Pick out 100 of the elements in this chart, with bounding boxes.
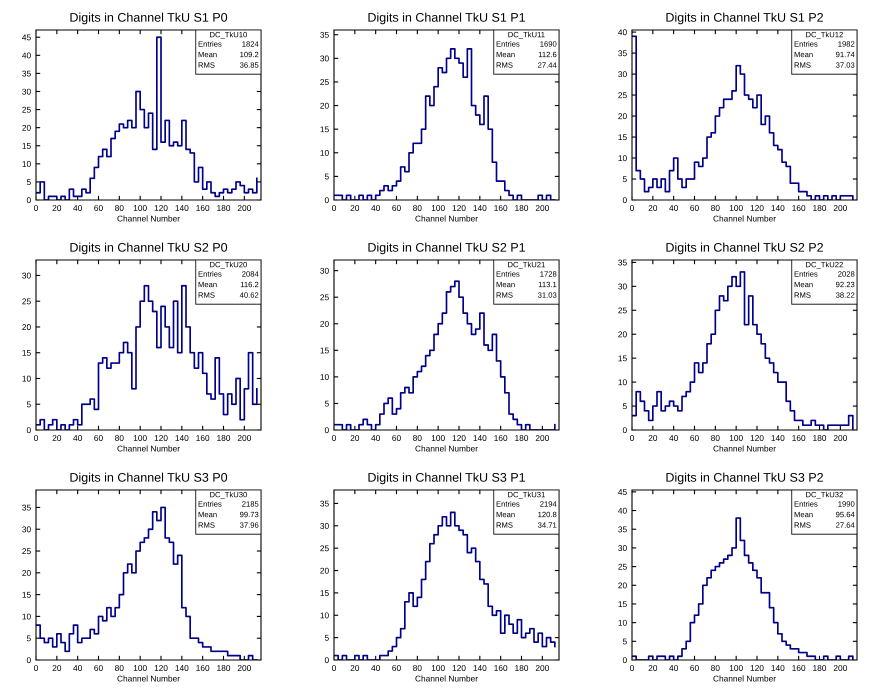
x-tick-label: 120 xyxy=(452,665,466,671)
x-tick-label: 200 xyxy=(536,665,549,671)
x-tick-label: 180 xyxy=(515,665,528,671)
x-tick-label: 160 xyxy=(792,205,806,211)
x-tick-label: 60 xyxy=(392,665,401,671)
x-tick-label: 140 xyxy=(176,205,188,211)
y-tick-label: 30 xyxy=(22,88,31,95)
y-tick-label: 25 xyxy=(618,307,627,314)
y-tick-label: 35 xyxy=(618,260,627,266)
x-tick-label: 200 xyxy=(238,435,251,441)
y-tick-label: 25 xyxy=(618,92,627,98)
y-tick-label: 25 xyxy=(320,545,329,552)
y-tick-label: 5 xyxy=(26,635,31,642)
y-tick-label: 5 xyxy=(324,634,329,641)
x-tick-label: 100 xyxy=(432,435,445,441)
x-tick-label: 180 xyxy=(813,435,826,441)
x-tick-label: 180 xyxy=(515,435,528,441)
y-tick-label: 10 xyxy=(320,374,329,380)
x-tick-label: 80 xyxy=(115,665,124,671)
y-tick-label: 0 xyxy=(26,197,31,204)
x-tick-label: 120 xyxy=(750,665,764,671)
y-tick-label: 20 xyxy=(22,324,31,330)
y-tick-label: 10 xyxy=(320,150,329,156)
x-tick-label: 160 xyxy=(196,665,210,671)
y-tick-label: 0 xyxy=(324,657,329,664)
x-tick-label: 200 xyxy=(834,205,847,211)
x-tick-label: 60 xyxy=(94,205,103,211)
y-tick-label: 10 xyxy=(22,376,31,382)
x-tick-label: 20 xyxy=(52,665,62,671)
x-tick-label: 0 xyxy=(630,205,634,211)
y-tick-label: 40 xyxy=(22,52,31,58)
y-tick-label: 35 xyxy=(320,32,329,38)
y-tick-label: 0 xyxy=(324,197,329,204)
chart-title: Digits in Channel TkU S3 P1 xyxy=(368,472,525,484)
x-tick-label: 180 xyxy=(515,205,528,211)
x-tick-label: 140 xyxy=(176,665,188,671)
chart-title: Digits in Channel TkU S1 P2 xyxy=(666,12,823,24)
x-tick-label: 100 xyxy=(432,665,445,671)
x-tick-label: 100 xyxy=(134,435,147,441)
x-tick-label: 80 xyxy=(711,205,720,211)
x-axis-title: Channel Number xyxy=(117,675,180,682)
x-tick-label: 20 xyxy=(350,665,360,671)
y-tick-label: 20 xyxy=(320,568,329,574)
x-tick-label: 200 xyxy=(238,665,251,671)
x-tick-label: 0 xyxy=(332,435,336,441)
x-tick-label: 160 xyxy=(196,435,210,441)
x-tick-label: 60 xyxy=(392,435,401,441)
y-tick-label: 30 xyxy=(22,272,31,279)
x-axis-title: Channel Number xyxy=(415,445,478,452)
x-tick-label: 160 xyxy=(792,665,806,671)
y-tick-label: 10 xyxy=(618,155,627,162)
x-tick-label: 140 xyxy=(772,665,784,671)
y-tick-label: 0 xyxy=(622,657,627,664)
x-tick-label: 160 xyxy=(494,435,508,441)
x-tick-label: 80 xyxy=(711,665,720,671)
x-tick-label: 20 xyxy=(52,205,62,211)
y-tick-label: 25 xyxy=(22,106,31,113)
x-tick-label: 60 xyxy=(690,205,699,211)
x-tick-label: 0 xyxy=(630,665,634,671)
x-tick-label: 0 xyxy=(34,205,38,211)
y-tick-label: 30 xyxy=(22,526,31,532)
x-tick-label: 20 xyxy=(648,665,658,671)
x-tick-label: 160 xyxy=(494,205,508,211)
y-tick-label: 20 xyxy=(320,102,329,109)
chart-title: Digits in Channel TkU S2 P0 xyxy=(70,242,228,254)
x-tick-label: 200 xyxy=(834,435,847,441)
y-tick-label: 30 xyxy=(618,545,627,552)
x-tick-label: 120 xyxy=(750,205,764,211)
x-tick-label: 140 xyxy=(474,435,486,441)
y-tick-label: 30 xyxy=(618,284,627,290)
x-tick-label: 100 xyxy=(432,205,445,211)
y-tick-label: 20 xyxy=(618,331,627,338)
y-tick-label: 15 xyxy=(320,348,329,354)
y-tick-label: 0 xyxy=(622,427,627,434)
x-tick-label: 40 xyxy=(371,205,380,211)
y-tick-label: 20 xyxy=(22,570,31,576)
x-tick-label: 80 xyxy=(413,665,422,671)
x-tick-label: 20 xyxy=(648,205,658,211)
x-axis-title: Channel Number xyxy=(415,215,478,222)
x-tick-label: 20 xyxy=(52,435,62,441)
y-tick-label: 10 xyxy=(618,379,627,386)
y-tick-label: 10 xyxy=(22,614,31,620)
y-tick-label: 45 xyxy=(22,34,31,40)
x-tick-label: 200 xyxy=(238,205,251,211)
x-tick-label: 40 xyxy=(669,435,678,441)
y-tick-label: 25 xyxy=(320,294,329,300)
x-tick-label: 180 xyxy=(813,665,826,671)
x-tick-label: 20 xyxy=(350,205,360,211)
y-tick-label: 20 xyxy=(22,124,31,131)
y-tick-label: 20 xyxy=(618,582,627,588)
y-tick-label: 5 xyxy=(622,176,627,182)
x-tick-label: 120 xyxy=(452,205,466,211)
x-tick-label: 100 xyxy=(730,665,743,671)
x-axis-title: Channel Number xyxy=(415,675,478,682)
x-tick-label: 0 xyxy=(630,435,634,441)
x-tick-label: 40 xyxy=(73,205,82,211)
x-tick-label: 0 xyxy=(332,665,336,671)
y-tick-label: 30 xyxy=(320,522,329,529)
y-tick-label: 15 xyxy=(618,134,627,140)
x-tick-label: 60 xyxy=(690,435,699,441)
